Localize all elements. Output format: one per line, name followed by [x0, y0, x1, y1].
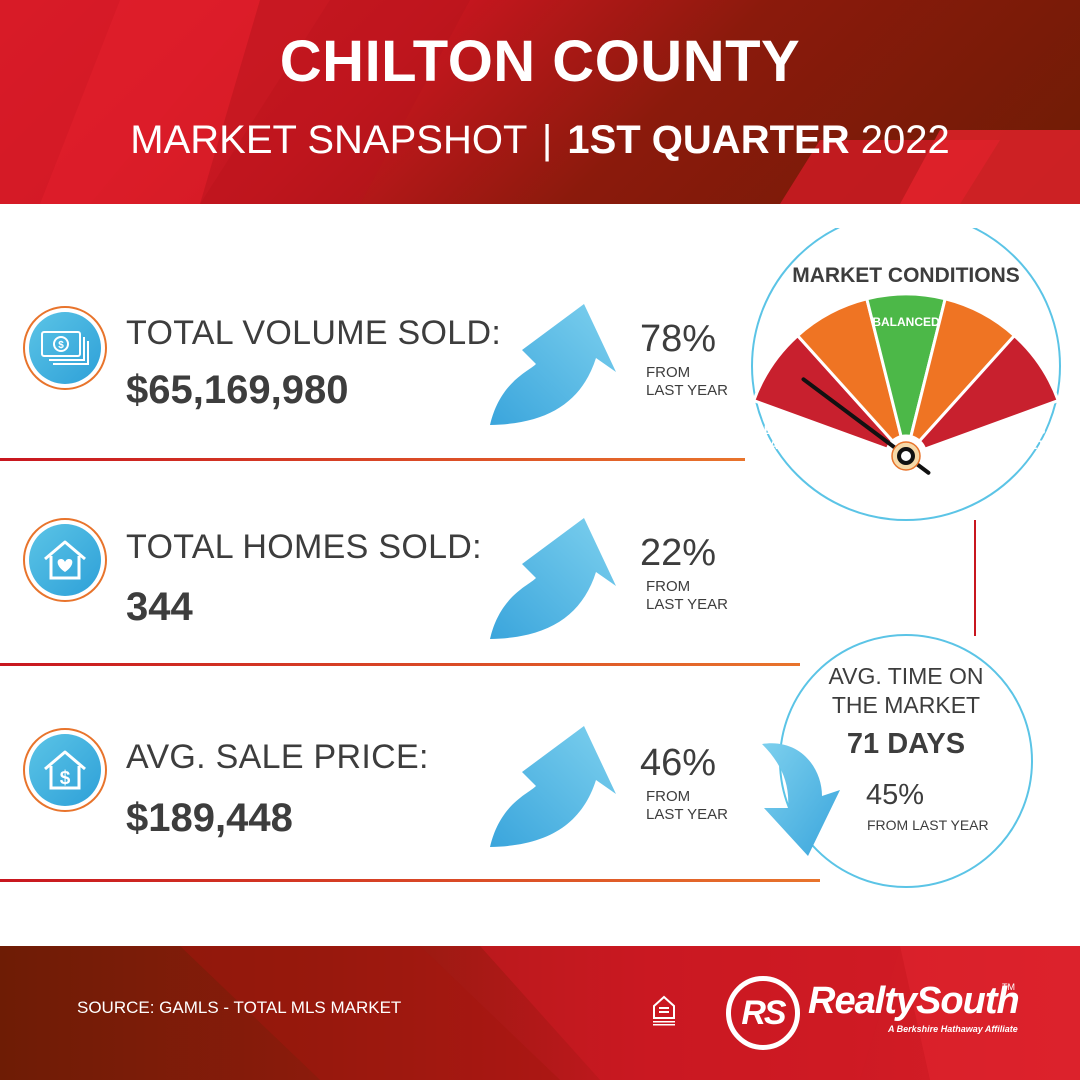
last-year-text: LAST YEAR: [646, 596, 728, 613]
source-note: SOURCE: GAMLS - TOTAL MLS MARKET: [77, 998, 402, 1017]
trend-down-arrow-icon: [762, 743, 840, 856]
homes-change-from: FROM LAST YEAR: [646, 578, 728, 614]
sellers-market-label: SELLER'S: [756, 423, 814, 437]
from-text: FROM: [646, 578, 691, 595]
svg-text:$: $: [60, 768, 71, 789]
trend-up-arrow-icon: [490, 304, 616, 425]
total-volume-label: TOTAL VOLUME SOLD:: [126, 314, 502, 352]
time-on-market-line-1: AVG. TIME ON: [828, 663, 984, 689]
price-change-from: FROM LAST YEAR: [646, 788, 728, 824]
brand-trademark: TM: [1002, 982, 1015, 992]
brand-name: RealtySouth: [808, 980, 1020, 1022]
equal-housing-icon: [653, 995, 675, 1026]
trend-up-arrow-icon: [490, 518, 616, 639]
avg-sale-price-value: $189,448: [126, 796, 293, 840]
from-text: FROM: [646, 364, 691, 381]
sellers-market-label: MARKET: [759, 438, 811, 452]
subtitle-quarter: 1ST QUARTER: [567, 118, 850, 162]
brand-tagline: A Berkshire Hathaway Affiliate: [888, 1024, 1018, 1034]
last-year-text: LAST YEAR: [646, 382, 728, 399]
footer-background-shapes: [180, 946, 1080, 1080]
volume-icon-badge: $: [23, 306, 107, 390]
from-text: FROM: [646, 788, 691, 805]
total-homes-label: TOTAL HOMES SOLD:: [126, 528, 482, 566]
row-divider: [0, 663, 800, 666]
subtitle-separator: |: [541, 118, 553, 162]
time-on-market-line-2: THE MARKET: [831, 692, 981, 718]
footer-banner: SOURCE: GAMLS - TOTAL MLS MARKET RS Real…: [0, 946, 1080, 1080]
total-homes-value: 344: [126, 585, 193, 629]
price-change-percent: 46%: [640, 742, 717, 784]
homes-icon-badge: [23, 518, 107, 602]
time-on-market-from: FROM LAST YEAR: [867, 817, 989, 833]
page-title: CHILTON COUNTY: [279, 29, 801, 94]
house-heart-icon: [44, 540, 86, 580]
time-on-market-days: 71 DAYS: [846, 728, 966, 760]
price-icon-badge: $: [23, 728, 107, 812]
volume-change-percent: 78%: [640, 318, 717, 360]
page-subtitle: MARKET SNAPSHOT | 1ST QUARTER 2022: [0, 118, 1080, 163]
row-divider: [0, 879, 820, 882]
homes-change-percent: 22%: [640, 532, 717, 574]
balanced-label: BALANCED: [872, 315, 940, 329]
realtysouth-logo-mark: RS: [726, 976, 800, 1050]
total-volume-value: $65,169,980: [126, 368, 349, 412]
avg-sale-price-label: AVG. SALE PRICE:: [126, 738, 429, 776]
money-icon: $: [41, 331, 89, 365]
time-on-market-change: 45%: [866, 779, 925, 811]
buyers-market-label: BUYER'S: [993, 423, 1046, 437]
gauge-segment: [917, 333, 1061, 452]
gauge-hub-center: [897, 447, 915, 465]
last-year-text: LAST YEAR: [646, 806, 728, 823]
svg-text:$: $: [58, 340, 64, 351]
buyers-market-label: MARKET: [993, 438, 1045, 452]
subtitle-year: 2022: [860, 118, 950, 162]
row-divider: [0, 458, 745, 461]
trend-up-arrow-icon: [490, 726, 616, 847]
market-conditions-title: MARKET CONDITIONS: [792, 264, 1020, 287]
header-banner: CHILTON COUNTY MARKET SNAPSHOT | 1ST QUA…: [0, 0, 1080, 204]
volume-change-from: FROM LAST YEAR: [646, 364, 728, 400]
house-dollar-icon: $: [44, 750, 86, 790]
header-background-shapes: [0, 0, 1080, 204]
subtitle-market-snapshot: MARKET SNAPSHOT: [130, 118, 527, 162]
